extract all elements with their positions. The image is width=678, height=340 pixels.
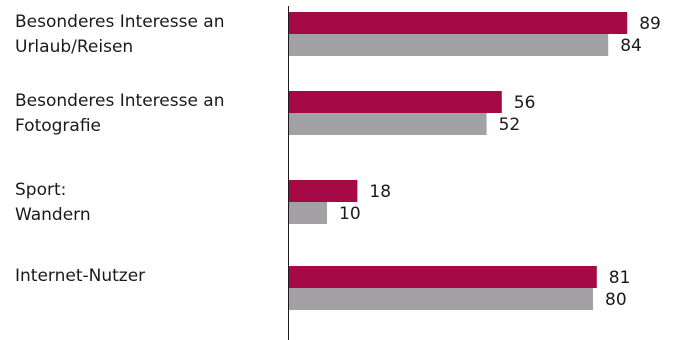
category-label-1: Besonderes Interesse an Fotografie xyxy=(15,91,225,136)
value-label-series-0-cat-3: 81 xyxy=(609,268,631,288)
value-label-series-0-cat-0: 89 xyxy=(639,14,661,34)
category-label-3: Internet-Nutzer xyxy=(15,266,145,286)
value-label-series-1-cat-1: 52 xyxy=(499,115,521,135)
category-label-line: Internet-Nutzer xyxy=(15,266,145,286)
bar-series-0-cat-0 xyxy=(289,12,628,34)
value-label-series-1-cat-3: 80 xyxy=(605,290,627,310)
value-label-series-0-cat-1: 56 xyxy=(514,93,536,113)
bar-series-0-cat-1 xyxy=(289,91,502,113)
bar-series-1-cat-2 xyxy=(289,202,327,224)
category-label-line: Fotografie xyxy=(15,116,101,136)
value-label-series-1-cat-2: 10 xyxy=(339,204,361,224)
bar-series-0-cat-2 xyxy=(289,180,358,202)
bar-series-1-cat-1 xyxy=(289,113,487,135)
bar-series-0-cat-3 xyxy=(289,266,597,288)
category-label-line: Sport: xyxy=(15,180,66,200)
value-label-series-1-cat-0: 84 xyxy=(620,36,642,56)
category-label-line: Besonderes Interesse an xyxy=(15,91,225,111)
bar-series-1-cat-0 xyxy=(289,34,609,56)
category-labels: Besonderes Interesse an Urlaub/ReisenBeso… xyxy=(15,12,225,286)
bar-series-1-cat-3 xyxy=(289,288,593,310)
category-label-0: Besonderes Interesse an Urlaub/Reisen xyxy=(15,12,225,57)
value-label-series-0-cat-2: 18 xyxy=(369,182,391,202)
bars xyxy=(289,12,628,310)
category-label-2: Sport: Wandern xyxy=(15,180,91,225)
category-label-line: Urlaub/Reisen xyxy=(15,37,133,57)
category-label-line: Besonderes Interesse an xyxy=(15,12,225,32)
category-label-line: Wandern xyxy=(15,205,91,225)
